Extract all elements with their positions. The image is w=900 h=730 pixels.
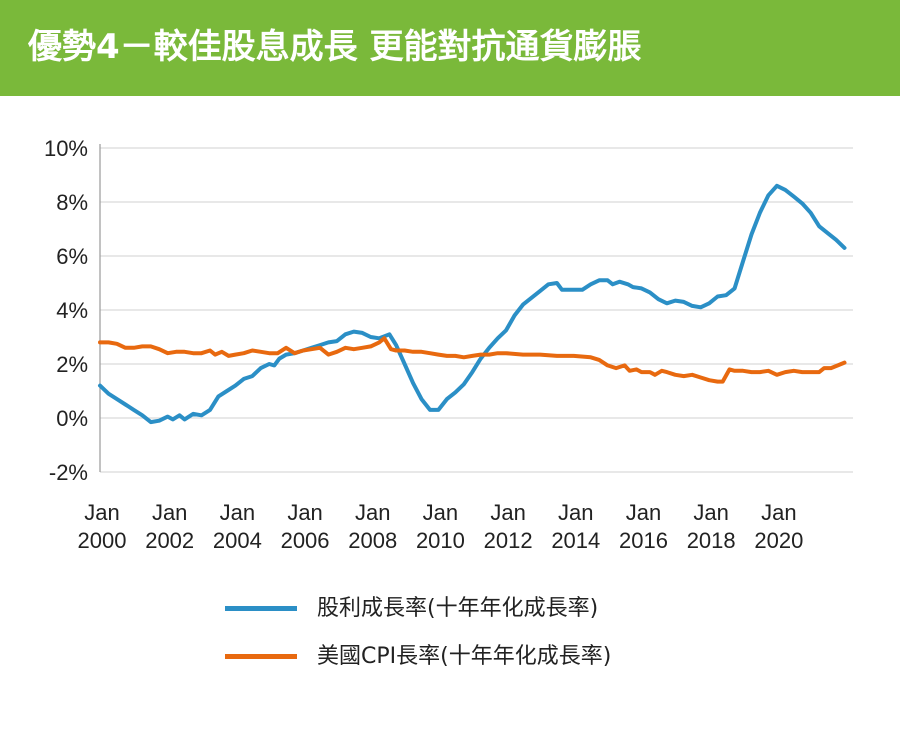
gridlines bbox=[100, 147, 853, 473]
y-tick-label: 0% bbox=[56, 406, 88, 431]
x-tick-label-month: Jan bbox=[84, 500, 119, 525]
y-tick-labels: -2% 0% 2% 4% 6% 8% 10% bbox=[44, 136, 88, 485]
x-tick-labels: Jan 2000 Jan 2002 Jan 2004 Jan 2006 Jan 2008 Jan 20… bbox=[78, 500, 804, 553]
series-line-cpi-growth bbox=[98, 336, 847, 384]
x-tick-label-month: Jan bbox=[761, 500, 796, 525]
x-tick-label-year: 2014 bbox=[551, 528, 600, 553]
series-lines bbox=[98, 183, 847, 425]
legend-label-cpi: 美國CPI長率(十年年化成長率) bbox=[317, 644, 612, 669]
legend-label-dividend: 股利成長率(十年年化成長率) bbox=[317, 596, 599, 621]
x-tick-label-year: 2010 bbox=[416, 528, 465, 553]
legend-swatch-dividend bbox=[225, 606, 297, 611]
title-banner: 優勢4－較佳股息成長 更能對抗通貨膨脹 bbox=[0, 0, 900, 96]
y-tick-label: -2% bbox=[49, 460, 88, 485]
x-tick-label-year: 2006 bbox=[281, 528, 330, 553]
x-tick-label-year: 2002 bbox=[145, 528, 194, 553]
x-tick-label-year: 2004 bbox=[213, 528, 262, 553]
y-tick-label: 10% bbox=[44, 136, 88, 161]
x-tick-label-month: Jan bbox=[287, 500, 322, 525]
x-tick-label-month: Jan bbox=[152, 500, 187, 525]
legend-swatch-cpi bbox=[225, 654, 297, 659]
y-tick-label: 8% bbox=[56, 190, 88, 215]
chart-canvas: -2%0%2%4%6%8%10% Jan2000Jan2002Jan2004Ja… bbox=[44, 136, 853, 553]
page-title: 優勢4－較佳股息成長 更能對抗通貨膨脹 bbox=[28, 27, 642, 67]
x-tick-label-month: Jan bbox=[220, 500, 255, 525]
y-tick-label: 4% bbox=[56, 298, 88, 323]
x-tick-label-month: Jan bbox=[558, 500, 593, 525]
x-tick-label-year: 2012 bbox=[484, 528, 533, 553]
x-tick-label-month: Jan bbox=[355, 500, 390, 525]
y-tick-label: 2% bbox=[56, 352, 88, 377]
x-tick-label-month: Jan bbox=[626, 500, 661, 525]
x-tick-label-year: 2020 bbox=[754, 528, 803, 553]
x-tick-label-year: 2008 bbox=[348, 528, 397, 553]
x-tick-label-month: Jan bbox=[693, 500, 728, 525]
y-tick-label: 6% bbox=[56, 244, 88, 269]
series-line-dividend-growth bbox=[98, 183, 847, 425]
x-tick-label-month: Jan bbox=[423, 500, 458, 525]
x-tick-label-month: Jan bbox=[490, 500, 525, 525]
x-tick-label-year: 2018 bbox=[687, 528, 736, 553]
x-tick-label-year: 2000 bbox=[78, 528, 127, 553]
x-tick-label-year: 2016 bbox=[619, 528, 668, 553]
